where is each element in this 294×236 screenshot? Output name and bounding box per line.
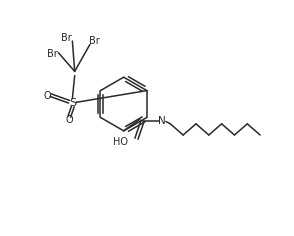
Text: N: N [158, 117, 166, 126]
Text: HO: HO [113, 138, 128, 148]
Text: S: S [69, 98, 76, 108]
Text: Br: Br [61, 33, 72, 42]
Text: O: O [44, 91, 51, 101]
Text: Br: Br [89, 36, 100, 46]
Text: O: O [65, 115, 73, 125]
Text: Br: Br [47, 49, 58, 59]
